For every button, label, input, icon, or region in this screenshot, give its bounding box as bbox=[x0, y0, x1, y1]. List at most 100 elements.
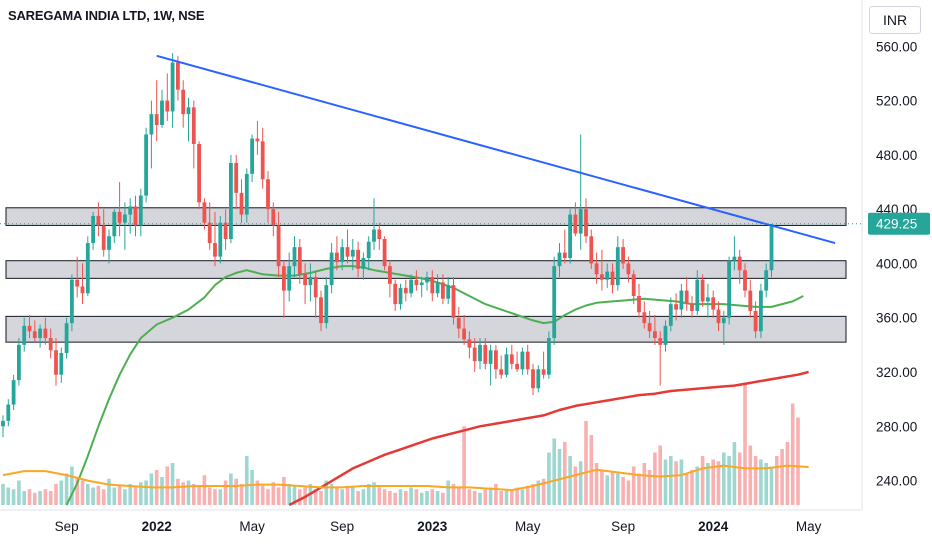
candle-body bbox=[536, 369, 541, 389]
price-tick-label: 360.00 bbox=[876, 311, 917, 326]
volume-bar bbox=[727, 456, 731, 505]
time-tick-label: 2022 bbox=[142, 519, 172, 534]
candle-body bbox=[85, 243, 90, 294]
candle-body bbox=[706, 297, 710, 302]
time-tick-label: 2023 bbox=[417, 519, 448, 534]
volume-bar bbox=[525, 485, 530, 505]
volume-bar bbox=[340, 489, 344, 505]
volume-bar bbox=[404, 491, 408, 505]
volume-bar bbox=[631, 466, 636, 505]
candle-body bbox=[552, 266, 557, 339]
volume-bar bbox=[642, 463, 647, 505]
volume-bar bbox=[547, 452, 551, 505]
candle-body bbox=[483, 344, 488, 364]
candle-body bbox=[753, 310, 758, 332]
candle-body bbox=[515, 363, 519, 370]
candle-body bbox=[743, 270, 747, 291]
price-zones bbox=[5, 207, 847, 343]
candle-body bbox=[128, 206, 133, 215]
candle-body bbox=[1, 420, 5, 427]
volume-bar bbox=[319, 491, 323, 505]
candle-body bbox=[478, 344, 482, 362]
candle-body bbox=[467, 339, 472, 348]
volume-bar bbox=[213, 489, 217, 505]
volume-bar bbox=[181, 482, 185, 505]
volume-bar bbox=[202, 475, 207, 505]
candle-body bbox=[324, 285, 329, 324]
volume-bar bbox=[43, 489, 48, 505]
currency-button[interactable]: INR bbox=[869, 6, 921, 34]
moving-average-long-line bbox=[288, 370, 809, 507]
candle-body bbox=[441, 282, 445, 299]
volume-bar bbox=[700, 456, 705, 505]
candle-body bbox=[674, 304, 678, 310]
volume-bar bbox=[515, 487, 519, 505]
volume-bar bbox=[759, 459, 763, 505]
volume-bar bbox=[335, 487, 339, 505]
candle-body bbox=[356, 249, 360, 269]
candle-body bbox=[658, 338, 663, 345]
candle-body bbox=[6, 404, 11, 421]
candle-body bbox=[70, 279, 74, 324]
candle-body bbox=[329, 252, 334, 286]
candle-body bbox=[197, 144, 201, 203]
time-tick-label: Sep bbox=[55, 519, 79, 534]
volume-bar bbox=[27, 489, 32, 505]
candle-body bbox=[605, 271, 610, 280]
candle-body bbox=[377, 229, 382, 239]
volume-bar bbox=[255, 480, 260, 505]
candle-body bbox=[207, 222, 212, 244]
candle-body bbox=[11, 380, 16, 405]
candle-body bbox=[244, 173, 249, 215]
volume-bar bbox=[260, 485, 265, 505]
volume-bar bbox=[425, 491, 429, 505]
candle-body bbox=[716, 309, 721, 324]
candle-body bbox=[107, 236, 111, 250]
candle-body bbox=[679, 290, 684, 310]
candle-body bbox=[732, 256, 737, 261]
candle-body bbox=[435, 282, 440, 294]
volume-bar bbox=[658, 445, 662, 505]
price-tick-label: 400.00 bbox=[876, 256, 917, 271]
candle-body bbox=[573, 214, 578, 234]
candle-body bbox=[112, 211, 117, 237]
candle-body bbox=[372, 229, 376, 242]
candle-body bbox=[17, 344, 21, 381]
candle-body bbox=[494, 350, 498, 370]
volume-bar bbox=[467, 489, 472, 505]
time-tick-label: Sep bbox=[330, 519, 354, 534]
volume-bar bbox=[785, 442, 790, 505]
volume-bar bbox=[160, 477, 164, 505]
volume-bar bbox=[372, 482, 376, 505]
candle-body bbox=[653, 331, 657, 339]
candle-body bbox=[589, 236, 594, 264]
candle-body bbox=[764, 270, 769, 291]
volume-bar bbox=[748, 445, 753, 505]
candle-body bbox=[48, 338, 53, 351]
candle-body bbox=[684, 290, 689, 305]
time-tick-label: Sep bbox=[611, 519, 635, 534]
volume-bar bbox=[621, 477, 625, 505]
candle-body bbox=[700, 279, 705, 302]
volume-bar bbox=[737, 452, 742, 505]
candle-body bbox=[218, 222, 223, 257]
candle-body bbox=[727, 260, 731, 318]
volume-bar bbox=[86, 484, 90, 505]
volume-bar bbox=[663, 459, 668, 505]
volume-bar bbox=[706, 463, 710, 505]
trendline bbox=[156, 54, 836, 245]
candle-body bbox=[403, 287, 408, 294]
candle-body bbox=[266, 179, 270, 210]
volume-bar bbox=[520, 489, 525, 505]
volume-bar bbox=[96, 485, 101, 505]
candle-body bbox=[276, 225, 281, 267]
volume-bar bbox=[91, 487, 95, 505]
candle-body bbox=[27, 325, 32, 332]
candle-body bbox=[340, 247, 345, 263]
volume-bar bbox=[266, 489, 270, 505]
volume-bar bbox=[345, 485, 350, 505]
candle-body bbox=[292, 247, 297, 267]
axes: 240.00280.00320.00360.00400.00440.00480.… bbox=[0, 0, 930, 534]
last-price-badge bbox=[868, 212, 930, 235]
